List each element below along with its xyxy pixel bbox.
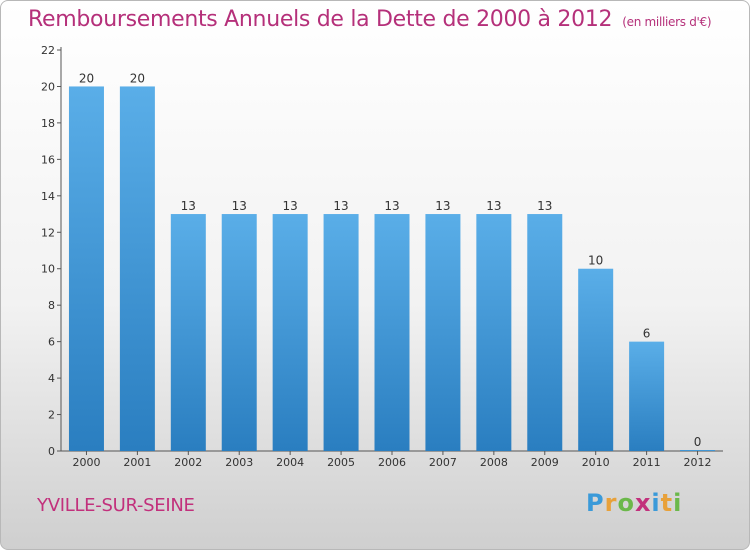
bar-2008: [476, 214, 512, 451]
y-tick-label: 12: [41, 226, 55, 239]
data-label-2002: 13: [181, 199, 196, 213]
logo-letter: i: [651, 489, 661, 517]
y-tick-label: 2: [48, 409, 55, 422]
logo-letter: t: [660, 489, 674, 517]
logo-letter: r: [604, 489, 618, 517]
x-tick-label: 2003: [225, 456, 253, 469]
proxiti-logo: Proxiti: [586, 489, 682, 517]
logo-letter: x: [634, 489, 652, 517]
data-label-2006: 13: [384, 199, 399, 213]
data-label-2007: 13: [435, 199, 450, 213]
y-tick-label: 6: [48, 336, 55, 349]
data-label-2011: 6: [643, 327, 651, 341]
chart-unit: (en milliers d'€): [622, 15, 712, 29]
chart-bars: [68, 86, 716, 452]
bar-2006: [374, 214, 410, 451]
commune-name: YVILLE-SUR-SEINE: [37, 495, 195, 516]
y-tick-label: 10: [41, 263, 55, 276]
x-tick-label: 2010: [582, 456, 610, 469]
chart-title-text: Remboursements Annuels de la Dette de 20…: [28, 7, 613, 32]
x-tick-label: 2012: [684, 456, 712, 469]
y-tick-label: 16: [41, 153, 55, 166]
bar-2000: [68, 86, 104, 452]
bar-2010: [578, 268, 614, 451]
x-tick-label: 2007: [429, 456, 457, 469]
data-label-2012: 0: [694, 435, 702, 449]
x-tick-label: 2004: [276, 456, 304, 469]
bar-2009: [527, 214, 563, 451]
x-tick-label: 2002: [174, 456, 202, 469]
data-label-2009: 13: [537, 199, 552, 213]
y-tick-label: 4: [48, 372, 55, 385]
data-label-2000: 20: [79, 71, 94, 85]
x-tick-label: 2008: [480, 456, 508, 469]
chart-axes: 0 2 4 6 8 10 12 14 16 18 20 22 2000 2001 2002 2003 2004 2…: [41, 44, 723, 469]
chart-data-labels: 20 20 13 13 13 13 13 13 13 13 10 6 0: [79, 71, 702, 449]
bar-2004: [272, 214, 308, 451]
y-tick-label: 18: [41, 117, 55, 130]
x-tick-label: 2011: [633, 456, 661, 469]
y-tick-label: 20: [41, 80, 55, 93]
x-tick-label: 2009: [531, 456, 559, 469]
data-label-2003: 13: [232, 199, 247, 213]
x-tick-label: 2001: [123, 456, 151, 469]
logo-letter: P: [586, 489, 605, 517]
logo-letter: o: [617, 489, 635, 517]
x-tick-label: 2006: [378, 456, 406, 469]
data-label-2010: 10: [588, 254, 603, 268]
chart-title: Remboursements Annuels de la Dette de 20…: [28, 7, 712, 32]
bar-2003: [221, 214, 257, 451]
bar-2002: [170, 214, 206, 451]
y-tick-label: 0: [48, 445, 55, 458]
bar-2011: [629, 341, 665, 451]
data-label-2008: 13: [486, 199, 501, 213]
y-tick-label: 22: [41, 44, 55, 57]
x-tick-label: 2005: [327, 456, 355, 469]
bar-2001: [119, 86, 155, 452]
bar-2007: [425, 214, 461, 451]
data-label-2005: 13: [333, 199, 348, 213]
y-tick-label: 8: [48, 299, 55, 312]
bar-2012: [680, 450, 716, 451]
bar-2005: [323, 214, 359, 451]
logo-letter: i: [673, 489, 683, 517]
data-label-2004: 13: [283, 199, 298, 213]
y-tick-label: 14: [41, 190, 55, 203]
data-label-2001: 20: [130, 71, 145, 85]
x-tick-label: 2000: [72, 456, 100, 469]
